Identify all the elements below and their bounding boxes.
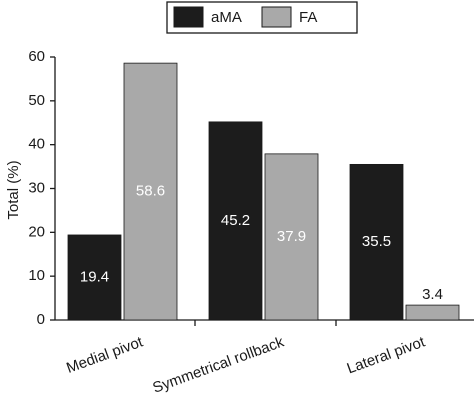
- y-tick-label: 0: [37, 311, 45, 328]
- y-tick-label: 30: [28, 179, 45, 196]
- value-label: 35.5: [362, 233, 391, 250]
- y-tick-label: 60: [28, 48, 45, 65]
- value-label: 45.2: [221, 212, 250, 229]
- bar: [264, 153, 319, 321]
- value-label: 3.4: [422, 286, 443, 303]
- y-axis-title: Total (%): [5, 160, 22, 219]
- bar: [67, 234, 122, 321]
- legend-swatch: [261, 6, 292, 28]
- bar: [123, 62, 178, 321]
- x-tick-label: Medial pivot: [64, 333, 146, 377]
- y-tick-label: 40: [28, 136, 45, 153]
- bar: [208, 121, 263, 321]
- value-label: 58.6: [136, 183, 165, 200]
- bar: [349, 163, 404, 321]
- x-tick-label: Lateral pivot: [345, 333, 428, 377]
- value-label: 37.9: [277, 228, 306, 245]
- legend-box: [166, 1, 358, 34]
- value-label: 19.4: [80, 268, 109, 285]
- y-tick-label: 10: [28, 267, 45, 284]
- bar: [405, 304, 460, 321]
- legend-label: aMA: [211, 9, 242, 26]
- x-tick-label: Symmetrical rollback: [150, 333, 286, 396]
- legend-label: FA: [299, 9, 317, 26]
- legend-swatch: [173, 6, 204, 28]
- y-tick-label: 20: [28, 223, 45, 240]
- y-tick-label: 50: [28, 92, 45, 109]
